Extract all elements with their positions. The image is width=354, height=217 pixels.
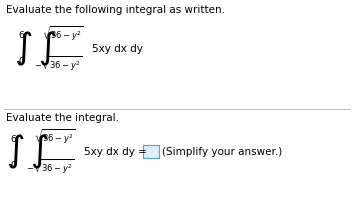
Text: 5xy dx dy =: 5xy dx dy = [84,147,147,157]
Text: $\int$: $\int$ [14,30,32,68]
Text: 0: 0 [18,58,24,66]
Text: Evaluate the following integral as written.: Evaluate the following integral as writt… [6,5,225,15]
Text: $\sqrt{36-y^2}$: $\sqrt{36-y^2}$ [42,24,84,44]
Text: 0: 0 [10,161,16,169]
Text: $\int$: $\int$ [38,30,56,68]
Text: $-\sqrt{36-y^2}$: $-\sqrt{36-y^2}$ [34,54,82,74]
Text: 5xy dx dy: 5xy dx dy [92,44,143,54]
Text: 6: 6 [18,31,24,41]
Bar [143,145,159,158]
Text: $\sqrt{36-y^2}$: $\sqrt{36-y^2}$ [34,127,75,147]
Text: $\int$: $\int$ [6,133,24,171]
Text: 6: 6 [10,135,16,143]
Text: $-\sqrt{36-y^2}$: $-\sqrt{36-y^2}$ [26,157,75,177]
Text: Evaluate the integral.: Evaluate the integral. [6,113,119,123]
Text: (Simplify your answer.): (Simplify your answer.) [162,147,282,157]
Text: $\int$: $\int$ [30,133,48,171]
